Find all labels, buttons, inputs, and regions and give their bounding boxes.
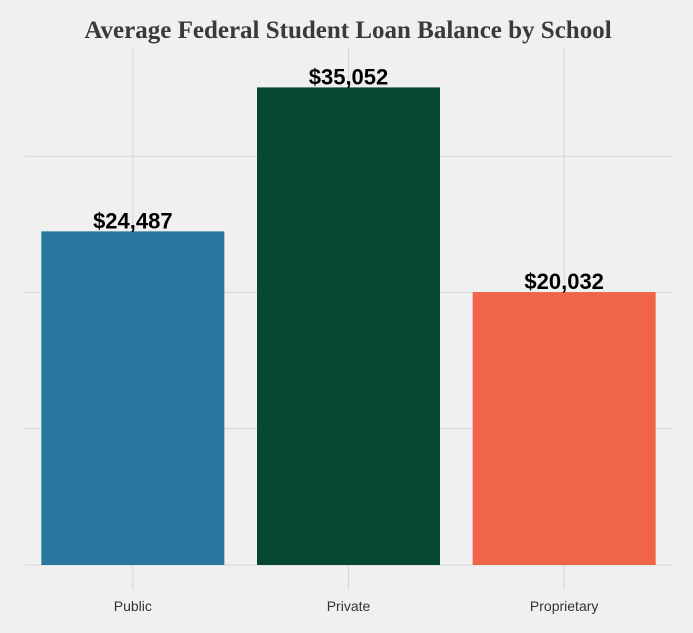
value-label-proprietary: $20,032 bbox=[524, 269, 604, 294]
value-label-private: $35,052 bbox=[309, 64, 389, 89]
bars bbox=[41, 87, 656, 565]
x-tick-labels: Public Private Proprietary bbox=[114, 598, 599, 614]
tick-label-public: Public bbox=[114, 598, 152, 614]
value-label-public: $24,487 bbox=[93, 208, 173, 233]
bar-public bbox=[41, 231, 225, 565]
bar-proprietary bbox=[472, 292, 656, 565]
chart-title: Average Federal Student Loan Balance by … bbox=[84, 17, 611, 44]
tick-label-private: Private bbox=[327, 598, 371, 614]
tick-label-proprietary: Proprietary bbox=[530, 598, 598, 614]
bar-private bbox=[257, 87, 440, 565]
value-labels: $24,487 $35,052 $20,032 bbox=[93, 64, 604, 294]
